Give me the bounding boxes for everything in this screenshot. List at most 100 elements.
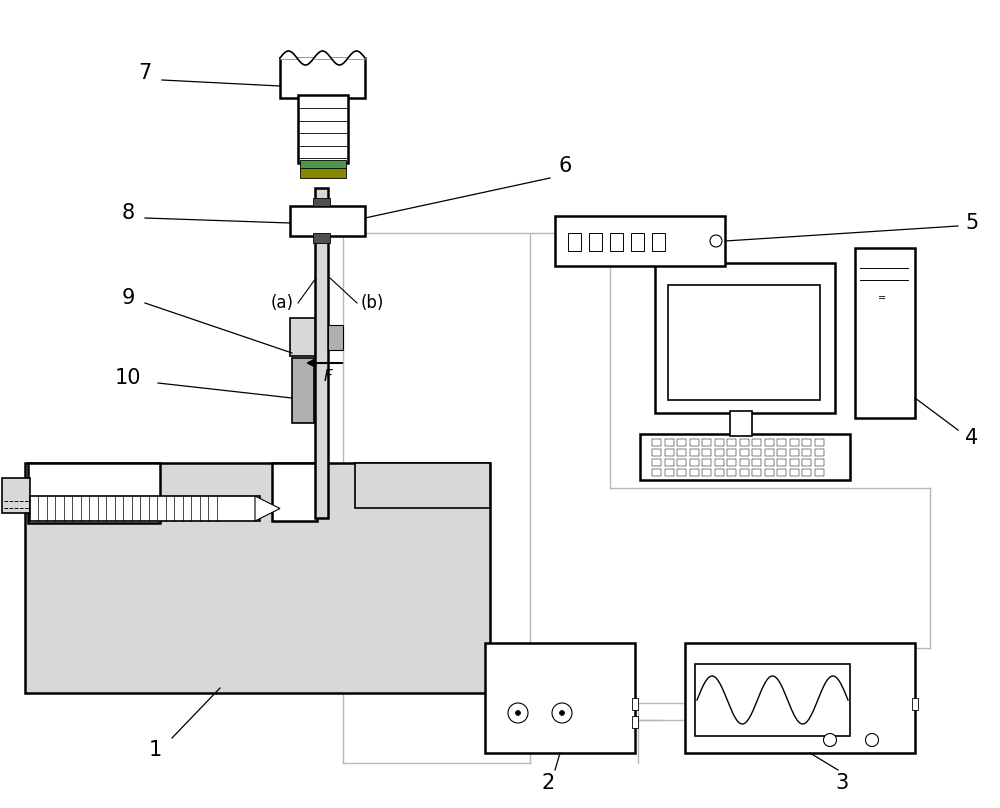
- Bar: [814, 439, 824, 446]
- Text: 5: 5: [965, 213, 979, 233]
- Bar: [777, 469, 786, 476]
- Bar: [485, 643, 635, 753]
- Circle shape: [508, 703, 528, 723]
- Bar: [2, 478, 30, 513]
- Circle shape: [824, 734, 837, 747]
- Bar: [315, 188, 328, 518]
- Bar: [632, 698, 638, 710]
- Bar: [668, 285, 820, 400]
- Bar: [790, 459, 798, 466]
- Bar: [655, 263, 835, 413]
- Circle shape: [866, 734, 879, 747]
- Bar: [300, 168, 346, 178]
- Bar: [855, 248, 915, 418]
- Bar: [652, 449, 661, 456]
- Bar: [802, 449, 811, 456]
- Bar: [777, 459, 786, 466]
- Text: 4: 4: [965, 428, 979, 448]
- Bar: [300, 160, 346, 170]
- Bar: [664, 469, 674, 476]
- Bar: [652, 439, 661, 446]
- Bar: [814, 449, 824, 456]
- Bar: [790, 469, 798, 476]
- Bar: [292, 358, 314, 423]
- Bar: [313, 233, 330, 243]
- Bar: [690, 449, 698, 456]
- Bar: [765, 449, 774, 456]
- Text: 8: 8: [121, 203, 135, 223]
- Bar: [280, 58, 365, 98]
- Text: 9: 9: [121, 288, 135, 308]
- Text: (a): (a): [270, 294, 294, 312]
- Bar: [730, 411, 752, 436]
- Bar: [690, 469, 698, 476]
- Bar: [912, 698, 918, 710]
- Bar: [752, 459, 761, 466]
- Bar: [316, 233, 328, 318]
- Bar: [714, 449, 724, 456]
- Bar: [355, 463, 490, 508]
- Bar: [290, 318, 315, 356]
- Bar: [752, 469, 761, 476]
- Bar: [740, 459, 748, 466]
- Bar: [727, 459, 736, 466]
- Bar: [664, 439, 674, 446]
- Bar: [740, 439, 748, 446]
- Bar: [677, 439, 686, 446]
- Circle shape: [552, 703, 572, 723]
- Bar: [765, 469, 774, 476]
- Bar: [702, 459, 711, 466]
- Bar: [765, 439, 774, 446]
- Bar: [714, 469, 724, 476]
- Bar: [555, 216, 725, 266]
- Bar: [632, 716, 638, 728]
- Bar: [777, 449, 786, 456]
- Bar: [702, 439, 711, 446]
- Bar: [28, 463, 160, 523]
- Bar: [727, 439, 736, 446]
- Polygon shape: [255, 496, 280, 521]
- Bar: [802, 469, 811, 476]
- Bar: [652, 233, 665, 251]
- Text: (b): (b): [360, 294, 384, 312]
- Bar: [30, 496, 260, 521]
- Bar: [298, 95, 348, 163]
- Bar: [714, 439, 724, 446]
- Bar: [740, 449, 748, 456]
- Bar: [328, 325, 343, 350]
- Bar: [677, 449, 686, 456]
- Bar: [814, 459, 824, 466]
- Bar: [727, 469, 736, 476]
- Bar: [589, 233, 602, 251]
- Bar: [690, 459, 698, 466]
- Text: =: =: [878, 293, 886, 303]
- Bar: [568, 233, 581, 251]
- Text: 2: 2: [541, 773, 555, 793]
- Bar: [610, 233, 623, 251]
- Circle shape: [710, 235, 722, 247]
- Bar: [752, 439, 761, 446]
- Text: 10: 10: [115, 368, 141, 388]
- Circle shape: [516, 710, 520, 716]
- Bar: [272, 463, 317, 521]
- Bar: [640, 434, 850, 480]
- Bar: [802, 459, 811, 466]
- Bar: [664, 459, 674, 466]
- Bar: [690, 439, 698, 446]
- Bar: [814, 469, 824, 476]
- Bar: [290, 206, 365, 236]
- Bar: [652, 469, 661, 476]
- Bar: [695, 664, 850, 736]
- Bar: [740, 469, 748, 476]
- Bar: [652, 459, 661, 466]
- Bar: [790, 439, 798, 446]
- Text: 1: 1: [148, 740, 162, 760]
- Circle shape: [560, 710, 564, 716]
- Bar: [685, 643, 915, 753]
- Bar: [790, 449, 798, 456]
- Bar: [664, 449, 674, 456]
- Text: $F$: $F$: [323, 368, 333, 384]
- Bar: [677, 469, 686, 476]
- Bar: [752, 449, 761, 456]
- Bar: [631, 233, 644, 251]
